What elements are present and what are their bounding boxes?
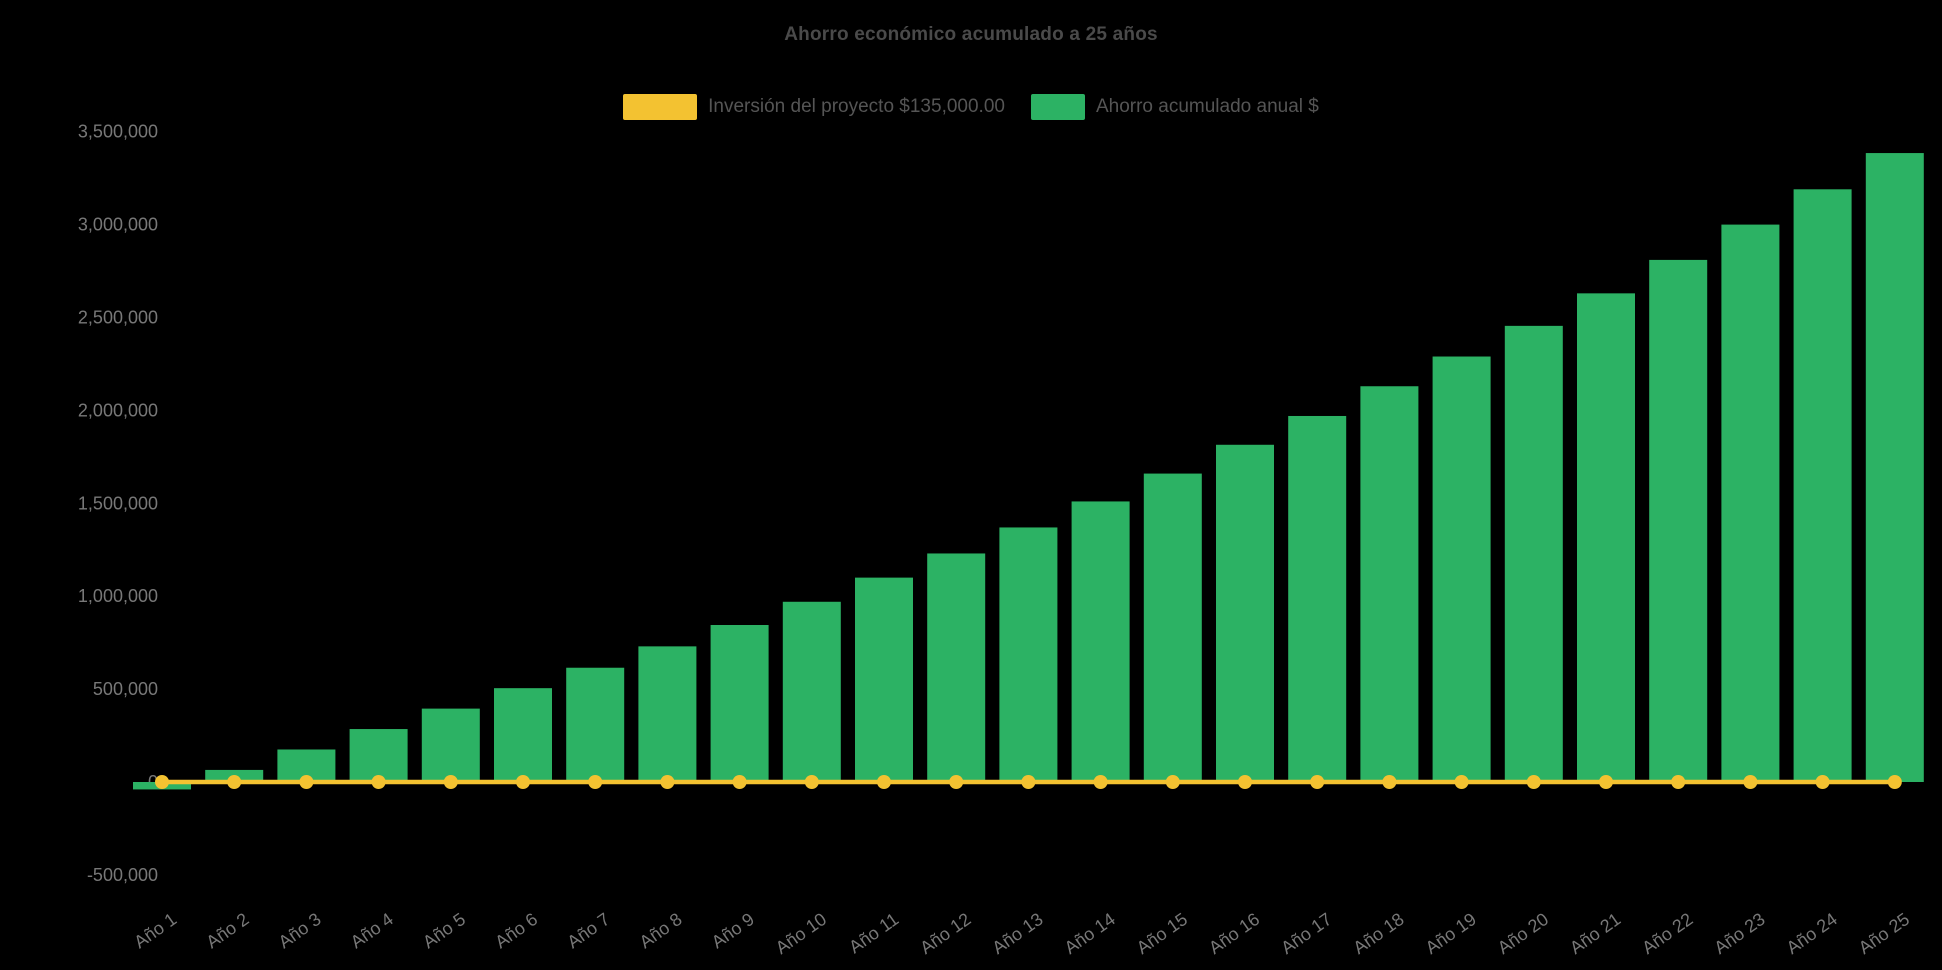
investment-line-marker [1165,775,1180,789]
x-tick-label: Año 15 [1133,909,1191,958]
y-tick-label: 1,500,000 [78,493,158,513]
y-tick-label: 3,500,000 [78,122,158,142]
legend-item-investment: Inversión del proyecto $135,000.00 [623,94,1005,120]
x-tick-label: Año 18 [1349,909,1407,958]
legend-swatch-investment [623,94,698,120]
y-tick-label: 2,000,000 [78,400,158,420]
investment-line-marker [371,775,386,789]
investment-line-marker [1887,775,1902,789]
investment-line-marker [155,775,169,789]
x-tick-label: Año 6 [491,909,541,952]
x-tick-label: Año 17 [1277,909,1335,958]
x-tick-label: Año 13 [988,909,1046,958]
legend-label-investment: Inversión del proyecto $135,000.00 [708,96,1005,117]
investment-line-marker [1599,775,1613,789]
x-tick-label: Año 7 [563,909,613,952]
y-tick-label: -500,000 [87,865,158,885]
savings-bar [1649,259,1708,783]
x-tick-label: Año 23 [1710,909,1768,958]
legend-label-savings: Ahorro acumulado anual $ [1095,96,1319,117]
savings-bar [782,601,841,782]
investment-line-marker [732,775,747,789]
x-tick-label: Año 2 [202,909,252,952]
savings-bar [1432,356,1491,782]
investment-line-marker [588,775,603,789]
savings-bar [349,729,408,782]
y-tick-label: 500,000 [93,679,158,699]
x-tick-label: Año 12 [916,909,974,958]
investment-line-marker [1310,775,1325,789]
savings-bar [1216,444,1274,782]
savings-bar [421,708,480,782]
x-tick-label: Año 1 [130,909,180,952]
legend-item-savings: Ahorro acumulado anual $ [1030,94,1319,120]
investment-line-marker [804,775,819,789]
savings-bar [1793,189,1852,783]
x-tick-label: Año 25 [1855,909,1913,958]
y-tick-label: 2,500,000 [78,308,158,328]
x-tick-label: Año 21 [1566,909,1624,958]
investment-line-marker [299,775,314,789]
savings-bar [1504,325,1563,782]
x-tick-label: Año 11 [845,909,902,957]
savings-bar [638,646,697,782]
y-tick-label: 3,000,000 [78,215,158,235]
investment-line-marker [1093,775,1108,789]
x-tick-label: Año 5 [419,909,469,952]
investment-line-marker [1021,775,1036,789]
x-tick-label: Año 3 [275,909,325,952]
x-tick-label: Año 16 [1205,909,1263,958]
x-tick-label: Año 20 [1494,909,1552,958]
x-tick-label: Año 4 [347,909,397,952]
y-tick-label: 1,000,000 [78,586,158,606]
investment-line-marker [877,775,891,789]
investment-line-marker [227,775,242,789]
savings-bar [1288,415,1347,782]
investment-line-marker [1454,775,1469,789]
investment-line-marker [660,775,675,789]
savings-bar [1577,293,1635,782]
investment-line-marker [949,775,964,789]
investment-line-marker [1238,775,1252,789]
savings-bar [1721,224,1780,783]
savings-bar [1071,501,1130,782]
x-tick-label: Año 22 [1638,909,1696,958]
savings-bar [1360,386,1419,782]
investment-line-marker [1382,775,1397,789]
x-tick-label: Año 24 [1783,909,1841,958]
investment-line-marker [443,775,458,789]
investment-line-marker [1743,775,1758,789]
legend-swatch-savings [1030,94,1085,120]
savings-bar [927,553,986,782]
chart-title: Ahorro económico acumulado a 25 años [784,24,1158,45]
x-tick-label: Año 8 [636,909,686,952]
savings-bar [710,624,769,782]
x-tick-label: Año 9 [708,909,758,952]
savings-bar [1143,473,1202,782]
savings-bar [1865,153,1924,782]
savings-bar [855,577,913,782]
savings-bar [999,527,1058,782]
savings-bar [566,667,625,782]
investment-line-marker [1526,775,1541,789]
savings-bar [494,688,552,782]
chart-legend: Inversión del proyecto $135,000.00 Ahorr… [0,94,1942,120]
x-tick-label: Año 14 [1061,909,1119,958]
x-tick-label: Año 10 [772,909,830,958]
investment-line-marker [1671,775,1686,789]
investment-line-marker [516,775,530,789]
x-tick-label: Año 19 [1422,909,1480,958]
investment-line-marker [1815,775,1830,789]
